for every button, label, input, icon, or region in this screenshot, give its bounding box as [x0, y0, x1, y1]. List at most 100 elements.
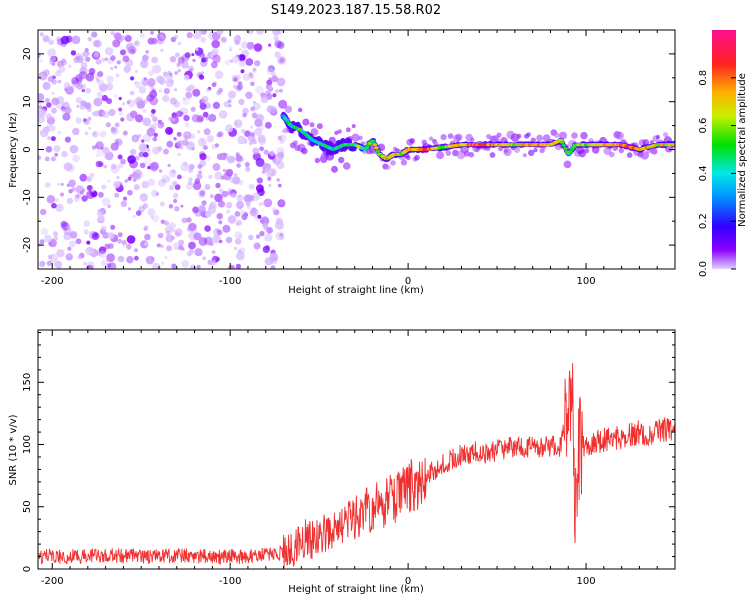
signal-halo	[536, 134, 543, 142]
noise-blob	[141, 139, 145, 143]
noise-blob	[186, 226, 192, 232]
noise-blob	[88, 67, 96, 75]
noise-blob	[61, 109, 65, 113]
noise-blob	[276, 77, 286, 87]
noise-blob	[69, 231, 78, 239]
noise-blob	[188, 84, 196, 92]
noise-blob	[158, 169, 163, 173]
noise-blob	[274, 40, 283, 48]
noise-blob	[211, 82, 217, 88]
colorbar-tick-label: 0.4	[698, 165, 709, 181]
noise-blob	[176, 110, 183, 118]
noise-blob	[193, 229, 198, 233]
noise-blob	[266, 227, 273, 234]
signal-halo	[522, 153, 527, 158]
noise-blob	[116, 175, 120, 180]
noise-blob	[64, 136, 71, 143]
noise-blob	[190, 106, 196, 112]
noise-blob	[75, 97, 82, 104]
noise-blob	[86, 185, 93, 191]
noise-blob	[110, 55, 116, 61]
noise-blob	[134, 248, 138, 253]
noise-blob	[84, 48, 89, 52]
signal-halo	[650, 148, 658, 155]
noise-blob	[171, 169, 176, 174]
signal-halo	[496, 132, 502, 138]
noise-blob	[122, 55, 130, 63]
y-tick-label: 150	[22, 373, 33, 392]
noise-blob	[152, 116, 158, 122]
noise-blob	[218, 220, 223, 225]
noise-blob	[274, 51, 281, 58]
noise-blob	[259, 230, 265, 237]
noise-blob	[174, 206, 180, 212]
signal-core	[375, 149, 381, 153]
x-tick-label: -100	[219, 576, 242, 587]
signal-halo	[618, 147, 624, 154]
noise-blob	[145, 255, 155, 265]
noise-blob	[185, 91, 193, 99]
signal-halo	[316, 123, 323, 130]
noise-blob	[206, 88, 210, 92]
noise-blob	[47, 48, 56, 57]
noise-blob	[83, 220, 91, 228]
noise-blob	[59, 192, 65, 197]
noise-blob	[221, 152, 230, 161]
noise-blob	[256, 177, 263, 184]
noise-blob	[149, 215, 154, 220]
noise-blob	[169, 185, 175, 191]
noise-blob	[174, 228, 183, 237]
noise-blob	[167, 163, 171, 168]
signal-halo	[400, 159, 407, 166]
noise-blob	[105, 122, 111, 128]
noise-blob	[129, 90, 135, 96]
signal-halo	[640, 151, 649, 160]
noise-blob	[204, 225, 211, 232]
noise-blob	[144, 242, 149, 246]
noise-blob	[222, 224, 231, 233]
noise-blob	[159, 201, 165, 207]
noise-blob	[57, 183, 61, 186]
noise-blob	[110, 224, 116, 230]
noise-blob	[214, 193, 223, 203]
noise-blob	[205, 117, 210, 121]
noise-blob	[205, 155, 211, 161]
noise-blob	[160, 122, 164, 126]
noise-blob	[164, 256, 168, 260]
noise-blob	[110, 163, 117, 170]
noise-blob	[211, 39, 220, 49]
noise-blob	[142, 203, 149, 209]
noise-blob	[162, 79, 166, 84]
noise-blob	[177, 69, 181, 73]
noise-blob	[242, 73, 250, 81]
noise-blob	[133, 184, 140, 191]
noise-blob	[236, 83, 244, 91]
noise-blob	[147, 78, 156, 87]
noise-blob	[157, 32, 166, 42]
noise-blob	[226, 170, 232, 176]
noise-blob	[90, 189, 95, 193]
noise-blob	[39, 239, 45, 245]
noise-blob	[227, 90, 237, 99]
noise-blob	[143, 99, 148, 104]
noise-blob	[110, 127, 117, 133]
noise-blob	[273, 35, 280, 42]
noise-blob	[160, 219, 165, 224]
noise-blob	[238, 81, 242, 86]
noise-blob	[233, 173, 238, 177]
noise-blob	[234, 231, 243, 240]
noise-blob	[228, 104, 232, 108]
noise-blob	[235, 251, 245, 261]
noise-blob	[142, 117, 152, 127]
noise-blob	[178, 239, 185, 246]
noise-blob	[216, 30, 224, 35]
noise-blob	[52, 231, 59, 237]
signal-halo	[292, 140, 298, 146]
noise-blob	[200, 36, 207, 43]
noise-blob	[86, 176, 92, 182]
noise-blob	[44, 97, 51, 104]
noise-blob	[264, 233, 273, 242]
noise-blob	[223, 152, 228, 157]
noise-blob	[107, 57, 115, 65]
noise-blob	[150, 113, 155, 118]
